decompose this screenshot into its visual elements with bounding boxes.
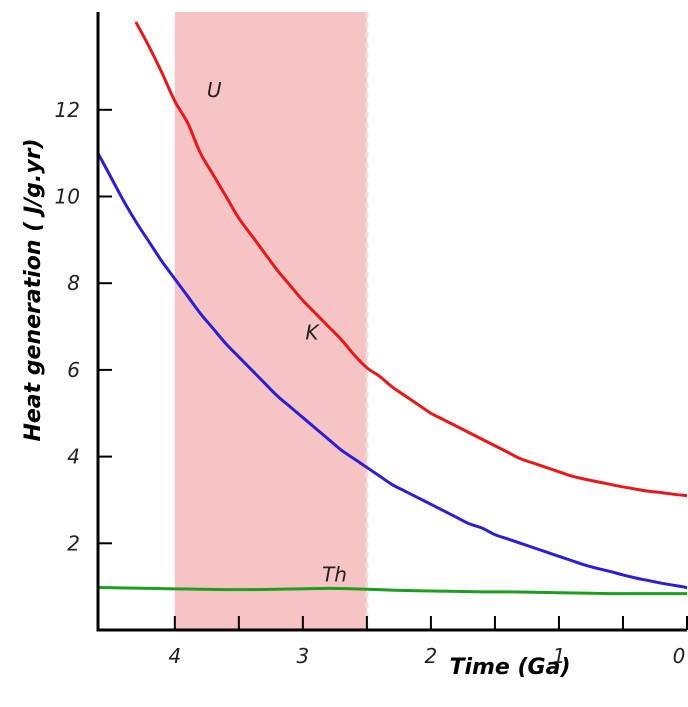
axes-layer <box>96 12 688 632</box>
series-line-k <box>98 151 687 590</box>
x-axis-title: Time (Ga) <box>449 655 570 680</box>
series-label-u: U <box>207 78 222 102</box>
series-label-layer: U K Th <box>207 78 347 587</box>
shaded-region <box>174 12 367 630</box>
series-line-u <box>134 21 687 498</box>
x-tick-label: 1 <box>553 644 566 668</box>
y-tick-label: 12 <box>55 98 80 122</box>
x-tick-label: 3 <box>297 644 310 668</box>
y-tick-label: 4 <box>67 445 80 469</box>
series-label-th: Th <box>322 562 347 586</box>
series-label-k: K <box>305 321 320 345</box>
x-tick-label: 2 <box>425 644 438 668</box>
shaded-region-layer <box>174 12 369 630</box>
series-line-th <box>98 586 687 596</box>
y-tick-label: 2 <box>67 531 80 555</box>
x-tick-label: 0 <box>673 644 686 668</box>
y-axis-title: Heat generation ( J/g.yr) <box>21 138 46 441</box>
y-tick-label: 10 <box>55 185 80 209</box>
x-tick-label: 4 <box>168 644 181 668</box>
series-layer <box>98 21 687 596</box>
y-tick-label: 6 <box>67 358 80 382</box>
y-tick-label: 8 <box>67 271 80 295</box>
